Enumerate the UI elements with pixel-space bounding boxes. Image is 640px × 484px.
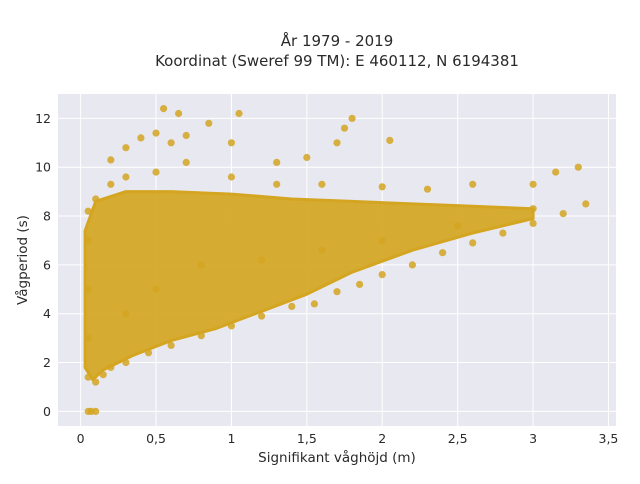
scatter-point [303,153,311,162]
scatter-point [333,139,341,147]
point-cloud [83,190,535,382]
scatter-point [423,185,432,193]
scatter-point [92,195,100,203]
scatter-point [122,144,130,152]
scatter-point [574,163,582,171]
scatter-point [152,285,160,293]
y-tick-label: 4 [43,306,51,321]
scatter-point [235,109,243,118]
scatter-point [340,124,349,132]
scatter-point [469,239,477,247]
scatter-point [107,180,115,188]
scatter-point [84,334,92,342]
scatter-point [227,139,235,147]
scatter-point [84,285,92,293]
scatter-point [167,341,175,349]
x-tick-label: 0 [77,431,85,446]
scatter-point [439,249,447,257]
y-tick-label: 6 [43,257,51,272]
scatter-point [356,280,364,288]
scatter-point [122,358,130,367]
scatter-point [137,134,145,142]
scatter-point [160,105,168,113]
scatter-density-area [83,190,535,382]
x-tick-label: 2 [378,431,386,446]
scatter-point [529,180,537,188]
scatter-point [273,180,281,188]
scatter-point [84,373,92,381]
x-tick-label: 1 [227,431,235,446]
scatter-point [152,129,160,137]
scatter-point [144,349,153,357]
scatter-point [92,407,100,415]
scatter-point [378,183,386,191]
scatter-point [529,205,537,213]
scatter-point [167,139,175,147]
scatter-point [408,261,416,269]
x-axis-label: Signifikant våghöjd (m) [258,449,416,466]
x-tick-label: 0,5 [146,431,166,446]
scatter-point [529,219,537,227]
scatter-point [84,236,92,245]
scatter-point [107,156,115,164]
scatter-point [227,322,235,330]
scatter-point [227,173,235,181]
scatter-point [318,246,326,254]
scatter-point [469,180,477,188]
scatter-point [582,200,590,208]
scatter-point [378,236,386,245]
scatter-point [258,256,266,264]
x-tick-label: 2,5 [448,431,468,446]
scatter-point [386,136,394,144]
scatter-point [122,173,130,181]
scatter-point [318,180,326,188]
scatter-point [175,109,183,118]
scatter-point [92,378,100,386]
scatter-point [122,310,130,318]
scatter-point [333,288,341,296]
x-tick-label: 3 [529,431,537,446]
scatter-point [205,119,213,127]
scatter-point [197,261,205,269]
x-axis-ticks: 0 0,5 1 1,5 2 2,5 3 3,5 [77,431,619,446]
scatter-point [559,210,567,218]
scatter-point [84,207,92,215]
y-tick-label: 10 [35,160,51,175]
scatter-point [273,158,281,166]
chart-title: År 1979 - 2019 [281,31,394,50]
scatter-point [310,300,318,308]
y-tick-label: 2 [43,355,51,370]
scatter-point [454,222,462,230]
scatter-point [182,131,190,140]
scatter-point [99,371,107,379]
x-tick-label: 1,5 [297,431,317,446]
scatter-point [288,302,296,310]
scatter-point [552,168,560,176]
scatter-point [107,363,115,371]
y-tick-label: 12 [35,111,51,126]
y-axis-label: Vågperiod (s) [14,215,31,305]
scatter-point [258,312,266,320]
scatter-point [197,332,205,340]
scatter-point [499,229,507,237]
scatter-point [182,158,190,166]
scatter-point [152,168,160,176]
x-tick-label: 3,5 [599,431,619,446]
y-tick-label: 0 [43,404,51,419]
scatter-point [378,271,386,279]
data-points [84,105,590,415]
y-tick-label: 8 [43,209,51,224]
scatter-point [348,114,356,122]
chart-subtitle: Koordinat (Sweref 99 TM): E 460112, N 61… [155,52,519,70]
y-axis-ticks: 0 2 4 6 8 10 12 [35,111,51,419]
